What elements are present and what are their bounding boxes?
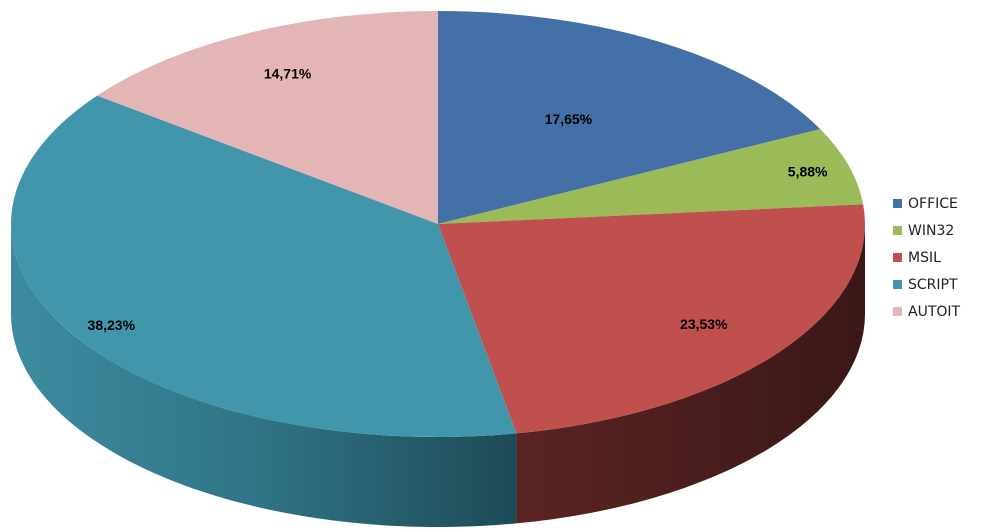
legend-item-script: SCRIPT (893, 271, 960, 298)
legend-label-office: OFFICE (908, 195, 958, 212)
legend-swatch-office (893, 199, 902, 208)
legend-swatch-msil (893, 253, 902, 262)
pie-slice-msil (438, 204, 865, 434)
data-label-msil: 23,53% (680, 316, 728, 332)
data-label-win32: 5,88% (788, 164, 828, 180)
pie-sides (11, 224, 865, 527)
legend-swatch-win32 (893, 226, 902, 235)
pie-slice-office (438, 11, 821, 224)
data-label-office: 17,65% (545, 111, 593, 127)
legend: OFFICE WIN32 MSIL SCRIPT AUTOIT (893, 190, 960, 325)
pie-slice-win32 (438, 129, 864, 224)
data-labels: 17,65% 5,88% 23,53% 38,23% 14,71% (88, 65, 828, 333)
legend-label-autoit: AUTOIT (908, 303, 961, 320)
legend-label-msil: MSIL (908, 249, 941, 266)
legend-label-script: SCRIPT (908, 276, 958, 293)
pie-slice-script (11, 95, 517, 437)
legend-item-msil: MSIL (893, 244, 960, 271)
pie-slices (11, 11, 865, 437)
legend-label-win32: WIN32 (908, 222, 955, 239)
legend-swatch-script (893, 280, 902, 289)
legend-item-win32: WIN32 (893, 217, 960, 244)
data-label-autoit: 14,71% (264, 65, 312, 81)
legend-swatch-autoit (893, 307, 902, 316)
pie-side-script (11, 224, 517, 527)
pie-side-msil (516, 224, 865, 524)
legend-item-office: OFFICE (893, 190, 960, 217)
data-label-script: 38,23% (88, 317, 136, 333)
pie-slice-autoit (97, 11, 438, 224)
legend-item-autoit: AUTOIT (893, 298, 960, 325)
